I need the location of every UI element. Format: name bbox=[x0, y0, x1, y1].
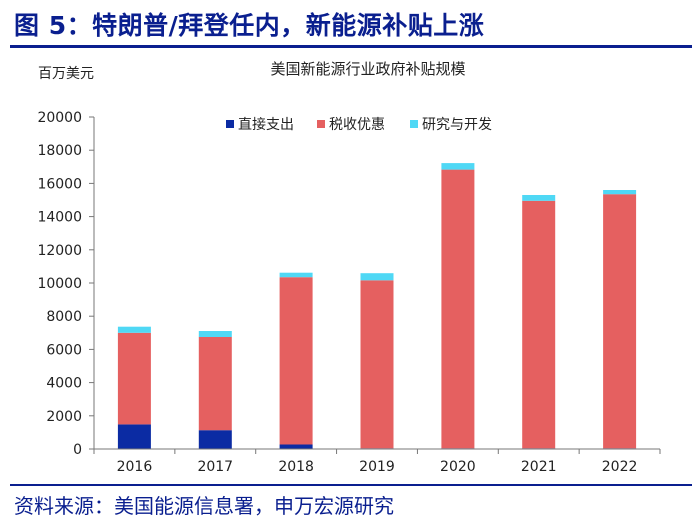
footer-rule bbox=[10, 484, 692, 486]
bar-2021-series-1 bbox=[522, 200, 556, 449]
x-tick-label: 2017 bbox=[197, 459, 233, 475]
x-tick-label: 2022 bbox=[602, 459, 638, 475]
legend-label-2: 研究与开发 bbox=[422, 117, 492, 133]
bar-2021-series-2 bbox=[522, 195, 556, 201]
bar-2019-series-1 bbox=[360, 280, 394, 449]
bar-2022-series-1 bbox=[603, 194, 637, 449]
legend-swatch-2 bbox=[410, 120, 418, 128]
y-tick-label: 2000 bbox=[46, 409, 82, 425]
figure-title: 图 5：特朗普/拜登任内，新能源补贴上涨 bbox=[14, 11, 485, 40]
x-tick-label: 2020 bbox=[440, 459, 476, 475]
legend-swatch-1 bbox=[317, 120, 325, 128]
bar-2017-series-0 bbox=[198, 430, 232, 449]
unit-label: 百万美元 bbox=[38, 66, 94, 82]
y-axis: 0 2000 4000 6000 8000 10000 12000 14000 16000 180… bbox=[37, 110, 95, 458]
y-tick-label: 8000 bbox=[46, 309, 82, 325]
y-tick-label: 20000 bbox=[37, 110, 82, 126]
y-tick-label: 4000 bbox=[46, 376, 82, 392]
x-tick-label: 2019 bbox=[359, 459, 395, 475]
bar-2016-series-0 bbox=[117, 424, 151, 449]
y-tick-label: 10000 bbox=[37, 276, 82, 292]
y-tick-label: 16000 bbox=[37, 176, 82, 192]
legend-label-0: 直接支出 bbox=[238, 116, 294, 133]
bars bbox=[117, 163, 637, 449]
bar-2018-series-1 bbox=[279, 277, 313, 445]
y-tick-label: 14000 bbox=[37, 210, 82, 226]
legend-swatch-0 bbox=[226, 120, 234, 128]
bar-2017-series-2 bbox=[198, 331, 232, 337]
y-tick-label: 0 bbox=[73, 442, 82, 458]
bar-2016-series-2 bbox=[117, 326, 151, 333]
x-tick-label: 2018 bbox=[278, 459, 314, 475]
chart-title: 美国新能源行业政府补贴规模 bbox=[270, 60, 465, 78]
x-axis: 2016 2017 2018 2019 2020 2021 2022 bbox=[93, 448, 661, 475]
x-tick-label: 2016 bbox=[117, 459, 153, 475]
bar-2018-series-0 bbox=[279, 444, 313, 449]
title-rule bbox=[10, 45, 692, 48]
bar-chart: 百万美元 美国新能源行业政府补贴规模 直接支出 税收优惠 研究与开发 0 2000 40… bbox=[37, 60, 661, 475]
y-tick-label: 18000 bbox=[37, 143, 82, 159]
bar-2017-series-1 bbox=[198, 336, 232, 431]
legend: 直接支出 税收优惠 研究与开发 bbox=[226, 116, 492, 133]
y-tick-label: 6000 bbox=[46, 342, 82, 358]
bar-2016-series-1 bbox=[117, 332, 151, 425]
source-note: 资料来源：美国能源信息署，申万宏源研究 bbox=[14, 494, 394, 518]
bar-2020-series-1 bbox=[441, 169, 475, 449]
bar-2020-series-2 bbox=[441, 163, 475, 170]
legend-label-1: 税收优惠 bbox=[329, 117, 385, 133]
x-tick-label: 2021 bbox=[521, 459, 557, 475]
bar-2022-series-2 bbox=[603, 190, 637, 195]
bar-2018-series-2 bbox=[279, 272, 313, 278]
y-tick-label: 12000 bbox=[37, 243, 82, 259]
bar-2019-series-2 bbox=[360, 273, 394, 281]
